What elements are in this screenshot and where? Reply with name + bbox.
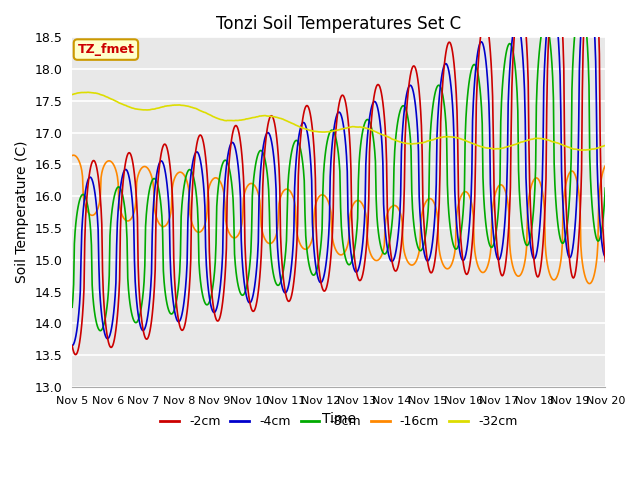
X-axis label: Time: Time [322,411,356,426]
Y-axis label: Soil Temperature (C): Soil Temperature (C) [15,141,29,283]
Text: TZ_fmet: TZ_fmet [77,43,134,56]
Legend: -2cm, -4cm, -8cm, -16cm, -32cm: -2cm, -4cm, -8cm, -16cm, -32cm [155,410,522,433]
Title: Tonzi Soil Temperatures Set C: Tonzi Soil Temperatures Set C [216,15,461,33]
